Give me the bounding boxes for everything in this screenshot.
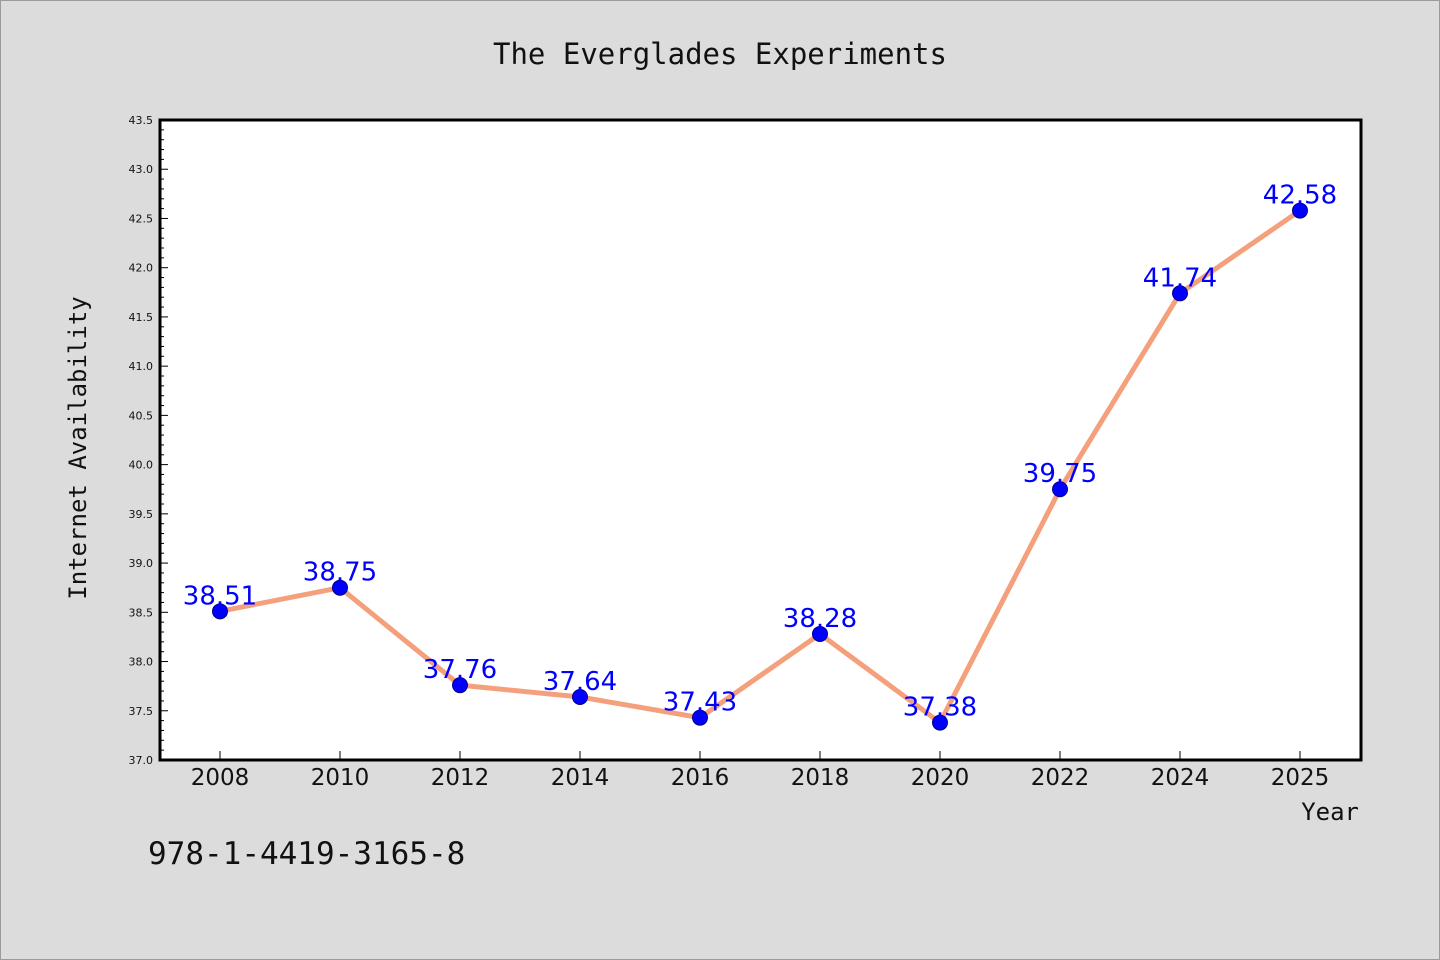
y-tick-label: 38.5: [129, 606, 154, 619]
marker-group: [212, 202, 1308, 731]
y-tick-label: 41.5: [129, 311, 154, 324]
data-label: 37.38: [903, 693, 977, 723]
data-point: [1052, 481, 1068, 498]
x-tick-label: 2020: [911, 765, 970, 791]
y-tick-label: 43.0: [129, 163, 154, 176]
y-axis-label: Internet Availability: [64, 296, 92, 599]
y-tick-label: 43.5: [129, 114, 154, 127]
isbn-annotation: 978-1-4419-3165-8: [148, 836, 465, 872]
data-point: [692, 709, 708, 726]
chart-title: The Everglades Experiments: [493, 37, 947, 71]
y-tick-label: 42.5: [129, 212, 154, 225]
data-label: 37.43: [663, 688, 737, 718]
data-label: 37.64: [543, 667, 617, 697]
x-tick-label: 2010: [311, 765, 370, 791]
y-axis: 37.0 37.5 38.0 38.5 39.0 39.5 40.0 40.5 41.0 41.5…: [129, 114, 168, 767]
x-tick-label: 2018: [791, 765, 850, 791]
y-tick-label: 42.0: [129, 262, 154, 275]
data-point: [572, 688, 588, 705]
data-label: 39.75: [1023, 459, 1097, 489]
data-label: 38.51: [183, 581, 257, 611]
data-label: 41.74: [1143, 263, 1217, 293]
data-point: [1172, 285, 1188, 302]
data-point: [932, 714, 948, 731]
x-tick-label: 2025: [1271, 765, 1330, 791]
data-point: [212, 603, 228, 620]
y-tick-label: 38.0: [129, 656, 154, 669]
y-tick-label: 37.0: [129, 754, 154, 767]
x-axis: 2008 2010 2012 2014 2016 2018 2020 2022 2024 2025: [191, 751, 1330, 791]
x-axis-label: Year: [1301, 798, 1359, 826]
data-point: [1292, 202, 1308, 219]
data-label: 38.75: [303, 558, 377, 588]
x-tick-label: 2012: [431, 765, 490, 791]
data-label-group: 38.51 38.75 37.76 37.64 37.43 38.28 37.38 39.75…: [183, 181, 1337, 723]
series-line-group: [217, 208, 1303, 726]
data-point: [452, 677, 468, 694]
x-tick-label: 2016: [671, 765, 730, 791]
plot-area: [158, 118, 1363, 762]
x-tick-label: 2014: [551, 765, 610, 791]
y-tick-label: 39.0: [129, 557, 154, 570]
y-tick-label: 37.5: [129, 705, 154, 718]
y-tick-label: 40.5: [129, 409, 154, 422]
y-tick-label: 40.0: [129, 459, 154, 472]
x-tick-label: 2024: [1151, 765, 1210, 791]
data-label: 37.76: [423, 655, 497, 685]
x-tick-label: 2022: [1031, 765, 1090, 791]
x-tick-label: 2008: [191, 765, 250, 791]
series-line: [217, 208, 1303, 726]
y-tick-label: 41.0: [129, 360, 154, 373]
data-label: 42.58: [1263, 181, 1337, 211]
data-label: 38.28: [783, 604, 857, 634]
data-point: [332, 579, 348, 596]
y-tick-label: 39.5: [129, 508, 154, 521]
data-point: [812, 625, 828, 642]
